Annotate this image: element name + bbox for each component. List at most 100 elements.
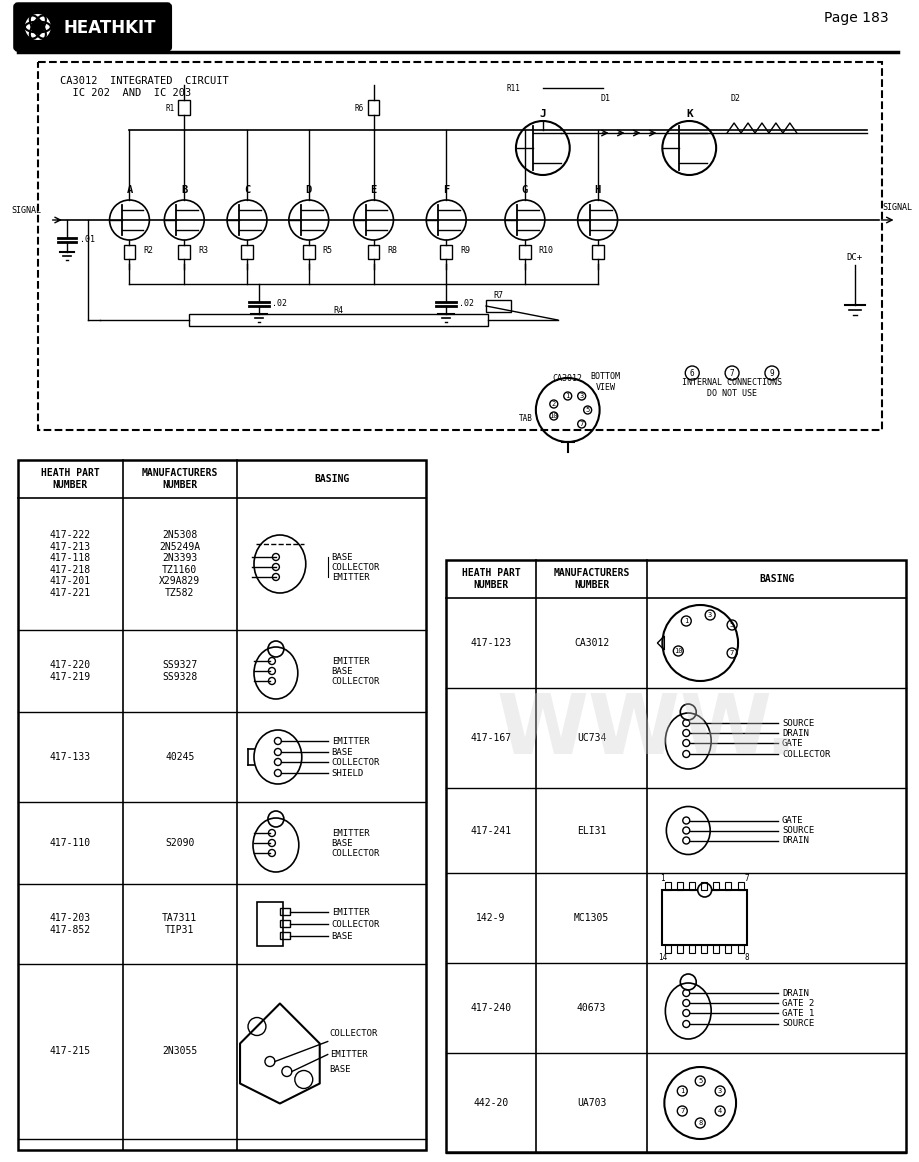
Text: BASE: BASE (329, 1066, 351, 1074)
Text: G: G (521, 185, 528, 195)
Text: 417-222
417-213
417-118
417-218
417-201
417-221: 417-222 417-213 417-118 417-218 417-201 … (50, 530, 91, 598)
Bar (712, 945, 719, 953)
Text: GATE: GATE (781, 816, 802, 825)
Text: CA3012: CA3012 (552, 373, 582, 382)
Text: R10: R10 (539, 245, 553, 254)
Bar (724, 882, 731, 890)
Text: HEATH PART
NUMBER: HEATH PART NUMBER (461, 568, 520, 590)
Text: 3: 3 (717, 1088, 721, 1093)
Bar (662, 890, 746, 945)
Text: SS9327
SS9328: SS9327 SS9328 (162, 660, 198, 682)
Circle shape (31, 20, 45, 34)
Text: GATE 2: GATE 2 (781, 998, 813, 1007)
Bar (737, 945, 743, 953)
Text: 417-241: 417-241 (470, 825, 511, 835)
Text: COLLECTOR: COLLECTOR (781, 749, 829, 759)
Text: 2N3055: 2N3055 (162, 1047, 198, 1056)
Text: COLLECTOR: COLLECTOR (332, 848, 380, 858)
Text: 142-9: 142-9 (476, 913, 505, 923)
Text: COLLECTOR: COLLECTOR (332, 562, 380, 572)
Bar (591, 245, 603, 259)
Text: COLLECTOR: COLLECTOR (332, 919, 380, 928)
Text: 417-167: 417-167 (470, 733, 511, 743)
Text: 417-215: 417-215 (50, 1047, 91, 1056)
Text: Page 183: Page 183 (823, 10, 888, 26)
Text: EMITTER: EMITTER (332, 908, 369, 917)
Text: 417-133: 417-133 (50, 752, 91, 762)
Bar (178, 100, 190, 115)
Text: SOURCE: SOURCE (781, 718, 813, 727)
Bar (367, 100, 379, 115)
Text: WWW.: WWW. (496, 689, 797, 770)
Bar (17, 460, 425, 1150)
Text: 8: 8 (743, 953, 748, 961)
Text: 5: 5 (729, 622, 733, 627)
Bar (256, 902, 282, 946)
Text: CA3012  INTEGRATED  CIRCUIT
  IC 202  AND  IC 203: CA3012 INTEGRATED CIRCUIT IC 202 AND IC … (60, 76, 228, 98)
Text: 7: 7 (743, 874, 748, 882)
Text: UC734: UC734 (576, 733, 606, 743)
Text: HEATHKIT: HEATHKIT (63, 19, 155, 37)
Circle shape (25, 14, 51, 40)
Bar (664, 945, 671, 953)
Text: 7: 7 (729, 650, 733, 657)
Text: UA703: UA703 (576, 1098, 606, 1109)
Text: J: J (539, 109, 546, 119)
Bar (518, 245, 530, 259)
Text: R4: R4 (334, 306, 344, 315)
Text: 2N5308
2N5249A
2N3393
TZ1160
X29A829
TZ582: 2N5308 2N5249A 2N3393 TZ1160 X29A829 TZ5… (159, 530, 200, 598)
Bar (446, 560, 905, 1152)
Text: GATE 1: GATE 1 (781, 1009, 813, 1018)
Text: 4: 4 (717, 1109, 721, 1114)
Text: SIGNAL: SIGNAL (881, 203, 912, 211)
Text: EMITTER: EMITTER (329, 1050, 367, 1059)
Text: BASE: BASE (332, 932, 353, 940)
Text: 417-240: 417-240 (470, 1003, 511, 1013)
Text: 442-20: 442-20 (473, 1098, 508, 1109)
Text: BOTTOM
VIEW: BOTTOM VIEW (590, 372, 620, 392)
Text: R5: R5 (323, 245, 333, 254)
Bar (38, 62, 881, 430)
Bar (688, 945, 695, 953)
Text: R7: R7 (493, 290, 503, 300)
Text: 1: 1 (679, 1088, 684, 1093)
Text: MANUFACTURERS
NUMBER: MANUFACTURERS NUMBER (553, 568, 630, 590)
Text: BASE: BASE (332, 839, 353, 847)
Bar (440, 245, 452, 259)
Bar (700, 945, 707, 953)
Text: 10: 10 (674, 648, 682, 654)
Text: HEATH PART
NUMBER: HEATH PART NUMBER (40, 468, 99, 490)
Text: EMITTER: EMITTER (332, 573, 369, 581)
Text: 8: 8 (698, 1120, 701, 1126)
Circle shape (24, 13, 51, 41)
Text: 1: 1 (684, 618, 687, 624)
Text: INTERNAL CONNECTIONS
DO NOT USE: INTERNAL CONNECTIONS DO NOT USE (681, 379, 781, 397)
Text: R6: R6 (354, 103, 363, 113)
Text: H: H (594, 185, 600, 195)
Text: EMITTER: EMITTER (332, 657, 369, 666)
Text: ELI31: ELI31 (576, 825, 606, 835)
Text: R11: R11 (505, 84, 519, 93)
Text: D: D (305, 185, 312, 195)
Text: K: K (686, 109, 692, 119)
Text: BASE: BASE (332, 552, 353, 561)
Text: 14: 14 (657, 953, 666, 961)
Text: 6: 6 (689, 368, 694, 378)
Text: 40245: 40245 (165, 752, 194, 762)
Text: MANUFACTURERS
NUMBER: MANUFACTURERS NUMBER (142, 468, 218, 490)
Bar (485, 300, 510, 313)
Text: D1: D1 (600, 93, 610, 102)
Bar (367, 245, 379, 259)
Text: 3: 3 (708, 612, 711, 618)
Bar (302, 245, 314, 259)
Text: EMITTER: EMITTER (332, 829, 369, 838)
Text: B: B (181, 185, 187, 195)
Text: DRAIN: DRAIN (781, 989, 808, 997)
Bar (279, 932, 289, 939)
Text: S2090: S2090 (165, 838, 194, 848)
Text: 7: 7 (679, 1109, 684, 1114)
Text: TA7311
TIP31: TA7311 TIP31 (162, 913, 198, 934)
Text: 7: 7 (579, 421, 584, 426)
Text: BASE: BASE (332, 747, 353, 756)
Bar (688, 882, 695, 890)
